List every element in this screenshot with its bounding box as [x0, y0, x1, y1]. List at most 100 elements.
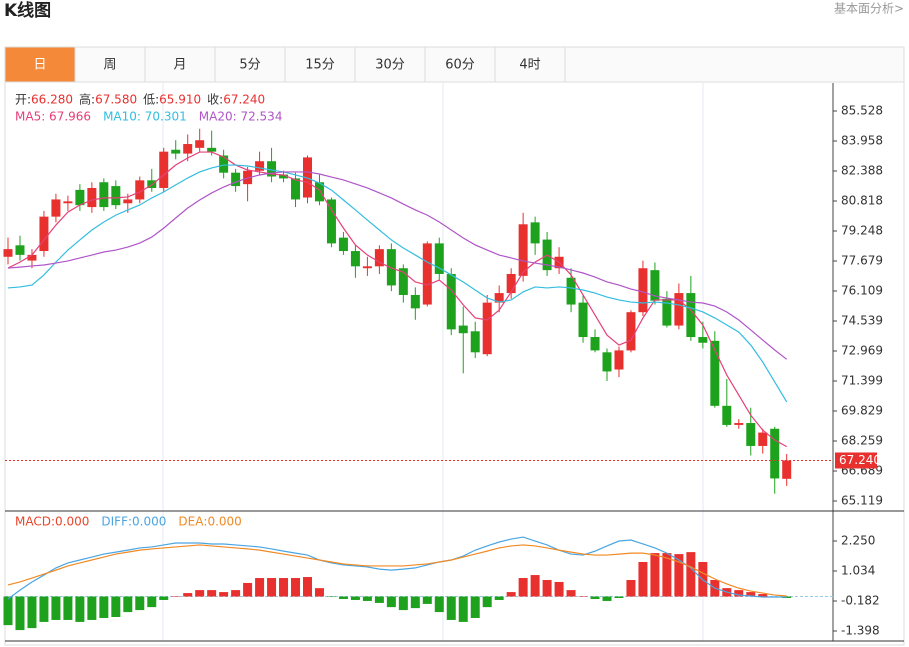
candle-body — [458, 325, 468, 334]
candle-body — [362, 266, 372, 269]
candle-body — [710, 340, 720, 406]
legend-text: MA20 — [199, 110, 233, 124]
tab-label[interactable]: 日 — [33, 58, 46, 73]
candle-body — [123, 199, 133, 204]
macd-bar — [482, 596, 492, 608]
macd-bar — [314, 588, 324, 597]
candle-body — [386, 249, 396, 286]
macd-bar — [566, 590, 576, 597]
tab-label[interactable]: 15分 — [305, 58, 335, 73]
macd-bar — [398, 596, 408, 611]
candle-body — [39, 216, 49, 252]
tab-label[interactable]: 30分 — [375, 58, 405, 73]
candle-body — [87, 187, 97, 208]
candle-body — [722, 405, 732, 425]
macd-bar — [446, 596, 456, 620]
y-tick-label: 68.259 — [841, 434, 883, 448]
candle-body — [183, 144, 193, 154]
macd-line — [7, 544, 787, 597]
candle-body — [590, 337, 600, 351]
candle-body — [782, 460, 792, 479]
macd-bar — [171, 596, 181, 597]
macd-bar — [362, 596, 372, 601]
legend-text: 高: — [79, 92, 95, 107]
legend-text: MA5 — [15, 110, 41, 124]
macd-bar — [386, 596, 396, 608]
macd-bar — [267, 578, 277, 597]
macd-bar — [734, 590, 744, 597]
candle-body — [3, 249, 13, 257]
macd-bar — [255, 578, 265, 597]
y-tick-label: 76.109 — [841, 283, 883, 297]
macd-bar — [542, 579, 552, 597]
fundamentals-link[interactable]: 基本面分析> — [834, 2, 904, 16]
macd-bar — [650, 553, 660, 597]
candle-body — [75, 189, 85, 206]
candle-body — [374, 249, 384, 267]
candle-body — [255, 161, 265, 171]
candle-body — [63, 201, 73, 204]
macd-bar — [111, 596, 121, 617]
candle-body — [422, 243, 432, 305]
tab-label[interactable]: 60分 — [445, 58, 475, 73]
macd-bar — [530, 575, 540, 597]
ma-line — [7, 164, 788, 403]
macd-bar — [554, 581, 564, 597]
tab-label[interactable]: 4时 — [519, 58, 540, 73]
tab-label[interactable]: 5分 — [239, 58, 260, 73]
candle-body — [159, 151, 169, 188]
legend-text: 67.580 — [95, 93, 137, 107]
macd-bar — [39, 596, 49, 622]
y-tick-label: 69.829 — [841, 404, 883, 418]
legend-text: : 70.301 — [137, 110, 187, 124]
macd-bar — [291, 578, 301, 597]
candle-body — [279, 174, 289, 179]
macd-bar — [279, 578, 289, 597]
legend-text: : 67.966 — [41, 110, 91, 124]
macd-bar — [350, 596, 360, 600]
candle-body — [506, 273, 516, 294]
macd-bar — [338, 596, 348, 599]
tab-label[interactable]: 月 — [173, 58, 186, 73]
candle-body — [566, 277, 576, 305]
macd-line — [7, 536, 787, 600]
legend-text: DEA — [178, 515, 204, 529]
ma-line — [7, 151, 787, 448]
macd-bar — [15, 596, 25, 631]
y-tick-label: 65.119 — [841, 494, 883, 508]
candle-body — [434, 243, 444, 274]
candle-body — [650, 270, 660, 301]
tab[interactable] — [494, 46, 566, 83]
candle-body — [734, 423, 744, 425]
macd-bar — [686, 552, 696, 597]
legend-text: 66.280 — [31, 93, 73, 107]
legend-text: :0.000 — [128, 515, 166, 529]
macd-bar — [470, 596, 480, 618]
candle-body — [231, 172, 241, 187]
y-tick-label: -0.182 — [841, 594, 880, 608]
macd-bar — [518, 578, 528, 597]
candle-body — [207, 147, 217, 152]
macd-bar — [207, 590, 217, 597]
legend-text: 低: — [143, 93, 159, 107]
candle-body — [350, 251, 360, 267]
macd-bar — [159, 596, 169, 600]
legend-text: 开: — [15, 93, 31, 107]
candle-body — [470, 331, 480, 353]
page-title: K线图 — [4, 0, 51, 21]
tab-label[interactable]: 周 — [103, 58, 116, 73]
candle-body — [326, 199, 336, 244]
candle-body — [135, 180, 145, 200]
macd-bar — [458, 596, 468, 622]
candle-body — [111, 186, 121, 206]
y-tick-label: 71.399 — [841, 373, 883, 387]
macd-bar — [590, 596, 600, 599]
macd-bar — [195, 590, 205, 597]
candle-body — [482, 302, 492, 355]
candle-body — [291, 178, 301, 200]
legend-text: 65.910 — [159, 93, 201, 107]
macd-bar — [638, 561, 648, 597]
macd-bar — [183, 593, 193, 597]
legend-text: MACD — [15, 515, 51, 529]
